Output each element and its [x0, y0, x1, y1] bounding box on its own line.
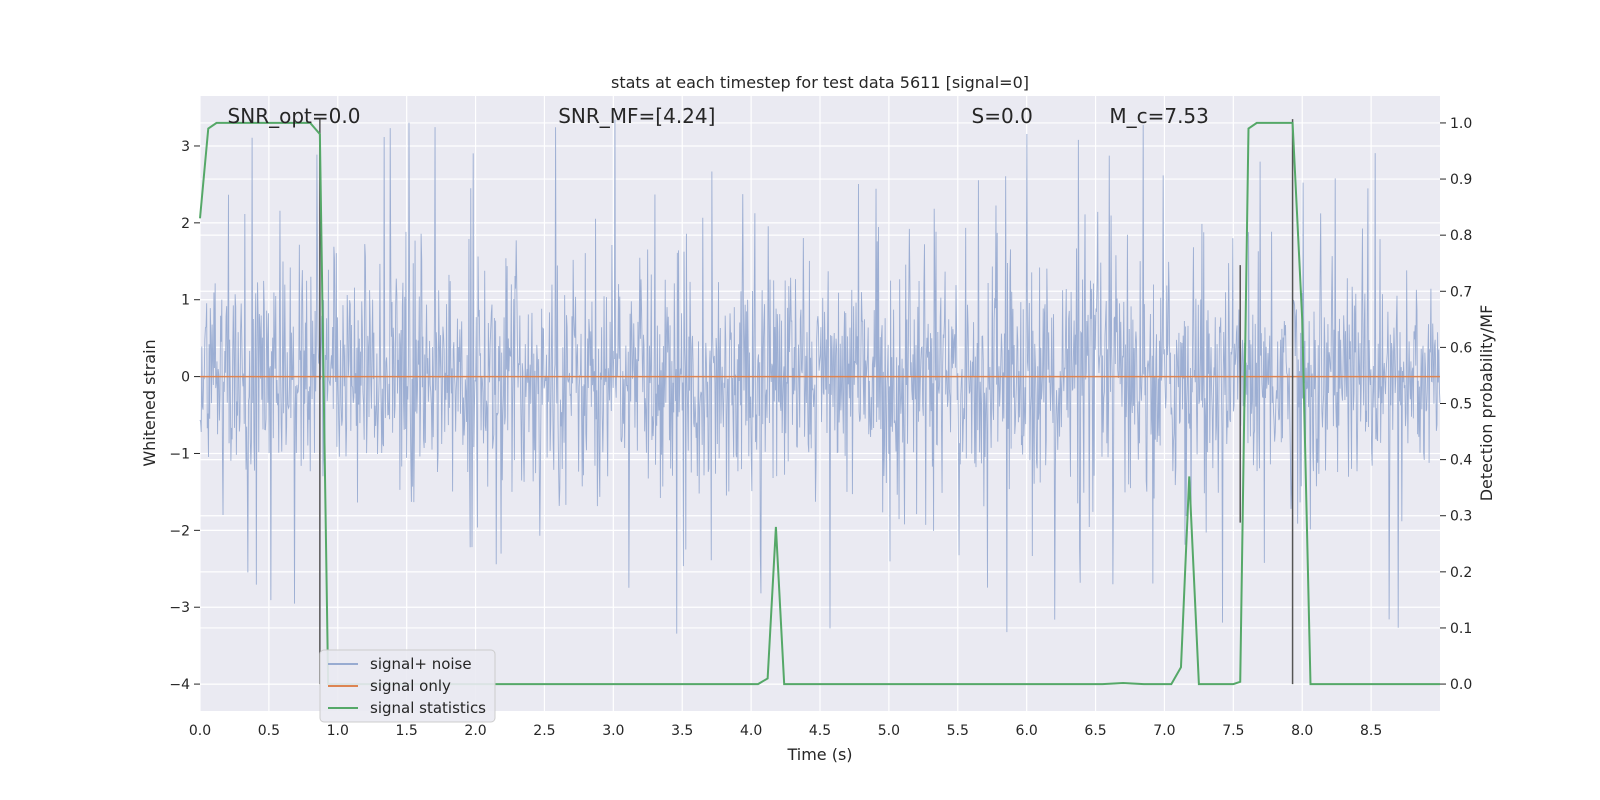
y-right-tick-label-3: 0.7	[1450, 284, 1472, 300]
x-tick-label-6: 3.0	[602, 723, 624, 739]
x-tick-label-10: 5.0	[878, 723, 900, 739]
y-axis-left-label: Whitened strain	[140, 339, 159, 466]
y-left-tick-label-0: 3	[181, 139, 190, 155]
y-right-tick-label-4: 0.6	[1450, 340, 1472, 356]
y-left-tick-label-5: −2	[169, 523, 190, 539]
y-axis-right-label: Detection probability/MF	[1477, 305, 1496, 502]
y-right-tick-label-10: 0.0	[1450, 677, 1472, 693]
y-right-tick-label-8: 0.2	[1450, 565, 1472, 581]
legend-box	[319, 649, 496, 723]
legend-label-signal-statistics: signal statistics	[370, 699, 486, 717]
annotations: SNR_opt=0.0 SNR_MF=[4.24] S=0.0 M_c=7.53	[228, 104, 1209, 128]
vertical-markers	[319, 119, 1294, 685]
x-tick-label-12: 6.0	[1016, 723, 1038, 739]
y-left-axis-ticks: 3 2 1 0 −1 −2 −3 −4	[169, 139, 200, 693]
y-right-tick-label-2: 0.8	[1450, 228, 1472, 244]
annotation-2: S=0.0	[972, 104, 1033, 128]
x-tick-label-17: 8.5	[1360, 723, 1382, 739]
y-left-tick-label-7: −4	[169, 677, 190, 693]
annotation-3: M_c=7.53	[1109, 104, 1209, 128]
y-left-tick-label-6: −3	[169, 600, 190, 616]
x-tick-label-11: 5.5	[947, 723, 969, 739]
x-axis-ticks: 0.0 0.5 1.0 1.5 2.0 2.5 3.0 3.5 4.0 4.5 5.0 5.5 6.0 6…	[189, 723, 1382, 739]
legend-label-signal-noise: signal+ noise	[370, 655, 472, 673]
x-tick-label-13: 6.5	[1084, 723, 1106, 739]
x-tick-label-4: 2.0	[464, 723, 486, 739]
y-left-tick-label-2: 1	[181, 293, 190, 309]
y-left-tick-label-4: −1	[169, 446, 190, 462]
chart-title: stats at each timestep for test data 561…	[611, 73, 1029, 92]
y-right-tick-label-1: 0.9	[1450, 172, 1472, 188]
legend-label-signal-only: signal only	[370, 677, 451, 695]
y-right-tick-label-9: 0.1	[1450, 621, 1472, 637]
x-tick-label-7: 3.5	[671, 723, 693, 739]
x-tick-label-2: 1.0	[327, 723, 349, 739]
x-tick-label-3: 1.5	[396, 723, 418, 739]
line-signal-noise	[199, 119, 1441, 634]
y-left-tick-label-3: 0	[181, 370, 190, 386]
y-right-tick-label-6: 0.4	[1450, 453, 1472, 469]
x-tick-label-14: 7.0	[1153, 723, 1175, 739]
x-axis-label: Time (s)	[786, 745, 852, 764]
series-signal-noise	[199, 119, 1441, 634]
y-left-tick-label-1: 2	[181, 216, 190, 232]
x-tick-label-1: 0.5	[258, 723, 280, 739]
legend: signal+ noise signal only signal statist…	[319, 649, 496, 723]
y-right-tick-label-5: 0.5	[1450, 397, 1472, 413]
x-tick-label-8: 4.0	[740, 723, 762, 739]
x-tick-label-9: 4.5	[809, 723, 831, 739]
annotation-1: SNR_MF=[4.24]	[558, 104, 715, 128]
y-right-axis-ticks: 1.0 0.9 0.8 0.7 0.6 0.5 0.4 0.3 0.2 0.1 0.0	[1440, 116, 1472, 693]
y-right-tick-label-0: 1.0	[1450, 116, 1472, 132]
x-tick-label-5: 2.5	[533, 723, 555, 739]
x-tick-label-16: 8.0	[1291, 723, 1313, 739]
x-tick-label-15: 7.5	[1222, 723, 1244, 739]
y-right-tick-label-7: 0.3	[1450, 509, 1472, 525]
annotation-0: SNR_opt=0.0	[228, 104, 361, 128]
x-tick-label-0: 0.0	[189, 723, 211, 739]
